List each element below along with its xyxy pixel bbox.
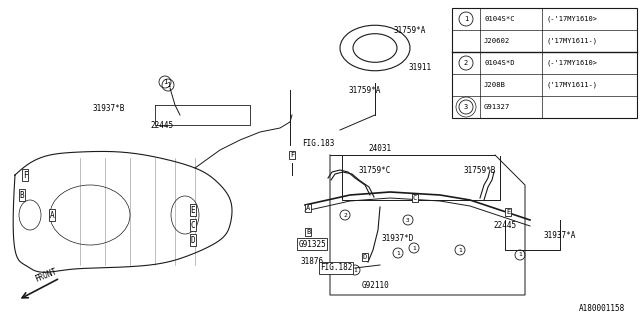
Text: FIG.183: FIG.183: [302, 139, 334, 148]
Text: 1: 1: [464, 16, 468, 22]
Text: 31876: 31876: [300, 258, 324, 267]
Text: 31759*A: 31759*A: [394, 26, 426, 35]
Text: E: E: [506, 209, 510, 215]
Text: 1: 1: [353, 268, 357, 273]
Text: 31759*B: 31759*B: [464, 165, 496, 174]
Text: E: E: [191, 205, 195, 214]
Text: 31911: 31911: [408, 62, 431, 71]
Text: 1: 1: [458, 247, 462, 252]
Text: ('17MY1611-): ('17MY1611-): [546, 82, 597, 88]
Text: 1: 1: [396, 251, 400, 255]
Text: 2: 2: [343, 212, 347, 218]
Text: D: D: [191, 236, 195, 244]
Text: J208B: J208B: [484, 82, 506, 88]
Text: 2: 2: [464, 60, 468, 66]
Text: B: B: [306, 229, 310, 235]
Text: 22445: 22445: [493, 220, 516, 229]
Text: (-'17MY1610>: (-'17MY1610>: [546, 16, 597, 22]
Text: 31937*B: 31937*B: [92, 103, 124, 113]
Text: C: C: [191, 220, 195, 229]
Text: F: F: [22, 171, 28, 180]
Text: J20602: J20602: [484, 38, 510, 44]
Text: 24031: 24031: [369, 143, 392, 153]
Text: 3: 3: [464, 104, 468, 110]
Text: 1: 1: [412, 245, 416, 251]
Text: 1: 1: [166, 82, 170, 88]
Text: 3: 3: [406, 218, 410, 222]
Text: A: A: [306, 205, 310, 211]
Text: ('17MY1611-): ('17MY1611-): [546, 38, 597, 44]
Text: 31937*A: 31937*A: [544, 230, 576, 239]
Text: C: C: [413, 195, 417, 201]
Text: FIG.182: FIG.182: [320, 263, 352, 273]
Text: (-'17MY1610>: (-'17MY1610>: [546, 60, 597, 66]
Text: A: A: [50, 211, 54, 220]
Bar: [452, 8, 637, 118]
Text: 1: 1: [518, 252, 522, 258]
Text: 0104S*C: 0104S*C: [484, 16, 515, 22]
Text: 31937*D: 31937*D: [382, 234, 414, 243]
Text: G92110: G92110: [361, 281, 389, 290]
Text: 31759*C: 31759*C: [359, 165, 391, 174]
Text: D: D: [363, 254, 367, 260]
Text: F: F: [290, 152, 294, 158]
Text: 1: 1: [163, 79, 167, 85]
Text: 0104S*D: 0104S*D: [484, 60, 515, 66]
Text: 31759*A: 31759*A: [349, 85, 381, 94]
Polygon shape: [13, 151, 232, 272]
Text: B: B: [20, 190, 24, 199]
Text: 22445: 22445: [150, 121, 173, 130]
Text: G91325: G91325: [298, 239, 326, 249]
Text: G91327: G91327: [484, 104, 510, 110]
Text: FRONT: FRONT: [33, 267, 58, 284]
Text: A180001158: A180001158: [579, 304, 625, 313]
